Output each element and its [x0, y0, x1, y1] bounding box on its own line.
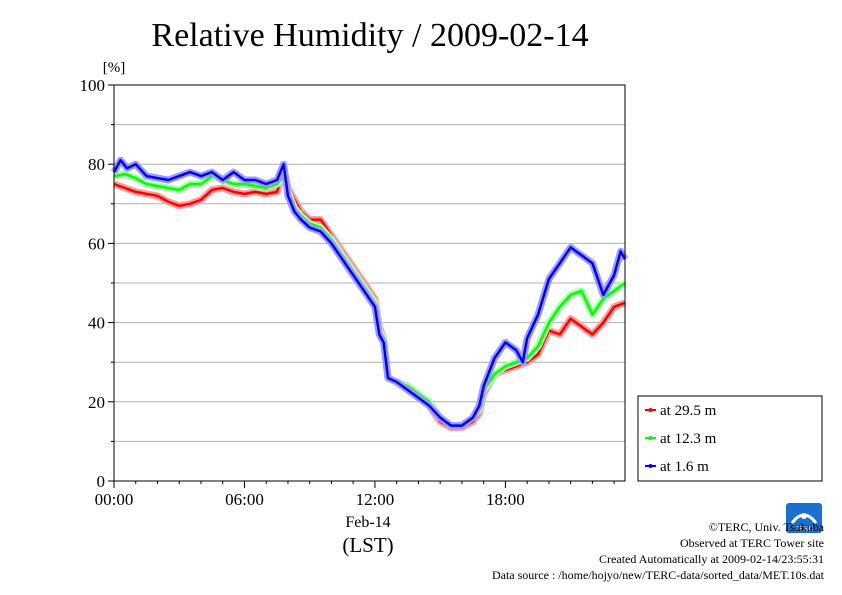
x-tick-label: 06:00	[225, 490, 264, 509]
series-line-2	[112, 158, 627, 427]
legend-marker	[648, 408, 653, 412]
y-tick-label: 80	[88, 155, 105, 174]
x-tick-label: 00:00	[95, 490, 134, 509]
data-source-text: Data source : /home/hojyo/new/TERC-data/…	[491, 568, 824, 582]
y-tick-label: 40	[88, 314, 105, 333]
y-tick-label: 0	[97, 472, 106, 491]
y-tick-label: 20	[88, 393, 105, 412]
svg-text:TERC: TERC	[794, 526, 813, 533]
series-lines	[110, 156, 629, 431]
legend-box	[637, 395, 823, 482]
legend-marker	[648, 436, 653, 440]
chart-title: Relative Humidity / 2009-02-14	[151, 17, 588, 54]
credits-block: ©TERC, Univ. Tsukuba Observed at TERC To…	[492, 519, 824, 583]
x-tick-label: 18:00	[486, 490, 525, 509]
x-axis-ticks: 00:00 06:00 12:00 18:00	[95, 481, 615, 509]
legend-label: at 29.5 m	[660, 403, 717, 419]
copyright-text: ©TERC, Univ. Tsukuba	[708, 520, 824, 534]
terc-logo: TERC	[786, 503, 822, 533]
observed-text: Observed at TERC Tower site	[679, 536, 824, 550]
created-text: Created Automatically at 2009-02-14/23:5…	[599, 552, 824, 566]
legend-marker	[648, 464, 653, 468]
y-axis-ticks: 0 20 40 60 80 100	[80, 76, 114, 491]
x-tick-label: 12:00	[356, 490, 395, 509]
x-axis-unit-label: (LST)	[342, 533, 393, 557]
legend: at 29.5 m at 12.3 m at 1.6 m	[637, 395, 823, 482]
y-axis-label: [%]	[103, 60, 126, 76]
y-tick-label: 60	[88, 234, 105, 253]
x-axis-label: Feb-14	[345, 514, 390, 531]
legend-label: at 12.3 m	[660, 431, 717, 447]
y-tick-label: 100	[80, 76, 106, 95]
legend-label: at 1.6 m	[660, 459, 709, 475]
